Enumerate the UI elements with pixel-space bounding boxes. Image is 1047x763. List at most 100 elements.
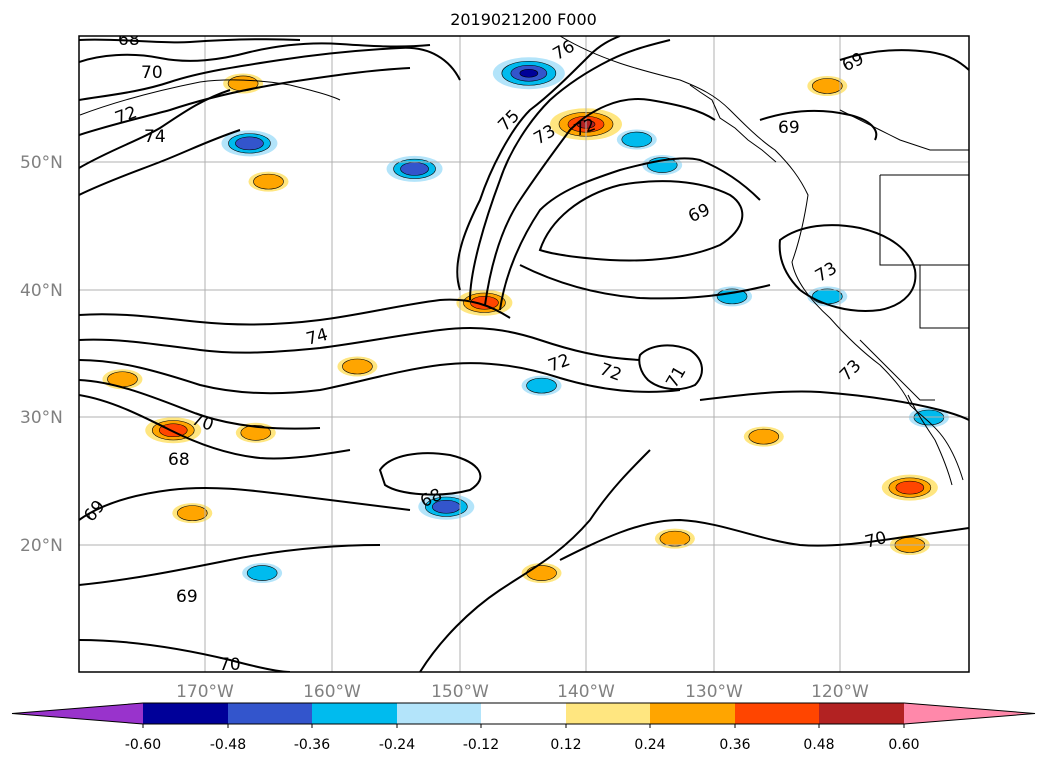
anomaly-blob (526, 377, 557, 394)
anomaly-blob (895, 480, 925, 495)
inland-border (839, 109, 969, 151)
contour-75 (469, 39, 671, 301)
contour-label: 69 (778, 118, 800, 138)
colorbar-segment (12, 703, 143, 724)
contour-69-nc (759, 109, 878, 141)
height-contours (79, 36, 969, 672)
colorbar-segment (481, 703, 566, 724)
colorbar-tick-label: -0.48 (210, 737, 246, 753)
baja-coast (907, 394, 953, 486)
contour-72c (499, 157, 761, 311)
anomaly-blob (526, 565, 557, 581)
colorbar (11, 702, 1036, 728)
colorbar-tick-label: 0.36 (719, 737, 750, 753)
lat-label-50n: 50°N (20, 153, 63, 173)
colorbar-segment (819, 703, 904, 724)
lon-label-150w: 150°W (431, 682, 489, 702)
colorbar-segment (228, 703, 312, 724)
contour-69-low (538, 180, 744, 262)
map-frame (78, 35, 970, 673)
anomaly-blob (748, 428, 780, 445)
anomaly-blob (253, 173, 284, 190)
lon-label-170w: 170°W (176, 682, 234, 702)
colorbar-tick-label: 0.60 (888, 737, 919, 753)
contour-68-low (378, 452, 482, 496)
colorbar-segment (904, 703, 1035, 724)
contour-label: 74 (144, 127, 166, 147)
contour-69d (79, 544, 381, 586)
contour-74b (79, 129, 241, 196)
lon-label-130w: 130°W (685, 682, 743, 702)
contour-69c (79, 486, 411, 521)
contour-70 (79, 42, 431, 63)
lat-label-40n: 40°N (20, 281, 63, 301)
lat-label-30n: 30°N (20, 408, 63, 428)
colorbar-segment (397, 703, 481, 724)
colorbar-tick-label: -0.24 (379, 737, 415, 753)
coastlines-and-borders (79, 36, 969, 486)
state-borders (859, 175, 969, 401)
contour-label: 68 (118, 30, 140, 50)
anomaly-blob (158, 423, 188, 438)
colorbar-tick-label: -0.36 (294, 737, 330, 753)
anomaly-blob (519, 68, 539, 78)
colorbar-tick-label: 0.48 (803, 737, 834, 753)
anomaly-blob (240, 424, 272, 441)
colorbar-segment (566, 703, 650, 724)
colorbar-tick-label: -0.12 (463, 737, 499, 753)
alaska-panhandle-coast (689, 84, 777, 163)
north-america-coastline (559, 36, 964, 481)
contour-72 (79, 46, 461, 101)
contour-68 (79, 38, 301, 44)
colorbar-tick-label: -0.60 (125, 737, 161, 753)
anomaly-blob (659, 530, 691, 547)
contour-73 (484, 98, 716, 306)
contour-72b (79, 67, 411, 136)
latitude-labels: 50°N 40°N 30°N 20°N (20, 153, 63, 556)
map-layers: 68 70 72 74 76 75 73 72 69 69 69 73 74 7… (79, 30, 969, 675)
anomaly-blob (621, 131, 653, 148)
contour-70d (79, 639, 291, 672)
longitude-labels: 170°W 160°W 150°W 140°W 130°W 120°W (176, 682, 869, 702)
lon-label-140w: 140°W (557, 682, 615, 702)
anomaly-blob (177, 505, 208, 521)
anomaly-blob (246, 565, 278, 581)
map-title: 2019021200 F000 (450, 10, 597, 29)
contour-69e (419, 449, 651, 672)
colorbar-segment (735, 703, 819, 724)
anomaly-blob (811, 78, 843, 94)
anomaly-blob (811, 288, 843, 305)
contour-71 (79, 359, 681, 395)
contour-label: 69 (176, 587, 198, 607)
contour-70b (519, 264, 771, 300)
contour-70e (559, 518, 969, 561)
anomaly-blob (235, 136, 264, 151)
contour-70c (79, 379, 321, 430)
contour-label: 70 (141, 63, 163, 83)
contour-72d (79, 327, 641, 361)
colorbar-segment (312, 703, 397, 724)
lon-label-160w: 160°W (303, 682, 361, 702)
contour-72-east (699, 390, 969, 421)
lon-label-120w: 120°W (811, 682, 869, 702)
colorbar-segment (650, 703, 735, 724)
contour-74a (79, 89, 231, 169)
contour-73-ring (778, 224, 917, 312)
contour-76 (456, 36, 621, 291)
colorbar-segment (143, 703, 228, 724)
colorbar-tick-label: 0.12 (550, 737, 581, 753)
contour-74c (79, 298, 511, 326)
aleutian-coast (79, 79, 341, 116)
anomaly-blob (342, 358, 373, 375)
contour-69b (79, 394, 351, 460)
anomaly-blob (400, 162, 429, 176)
contour-label: 68 (168, 450, 190, 470)
contour-69-ne (839, 49, 969, 71)
anomaly-blob (716, 288, 748, 305)
colorbar-tick-labels: -0.60 -0.48 -0.36 -0.24 -0.12 0.12 0.24 … (125, 737, 920, 753)
contour-label: 70 (219, 655, 241, 675)
contour-71-ring (638, 344, 703, 391)
colorbar-tick-label: 0.24 (634, 737, 665, 753)
lat-label-20n: 20°N (20, 536, 63, 556)
